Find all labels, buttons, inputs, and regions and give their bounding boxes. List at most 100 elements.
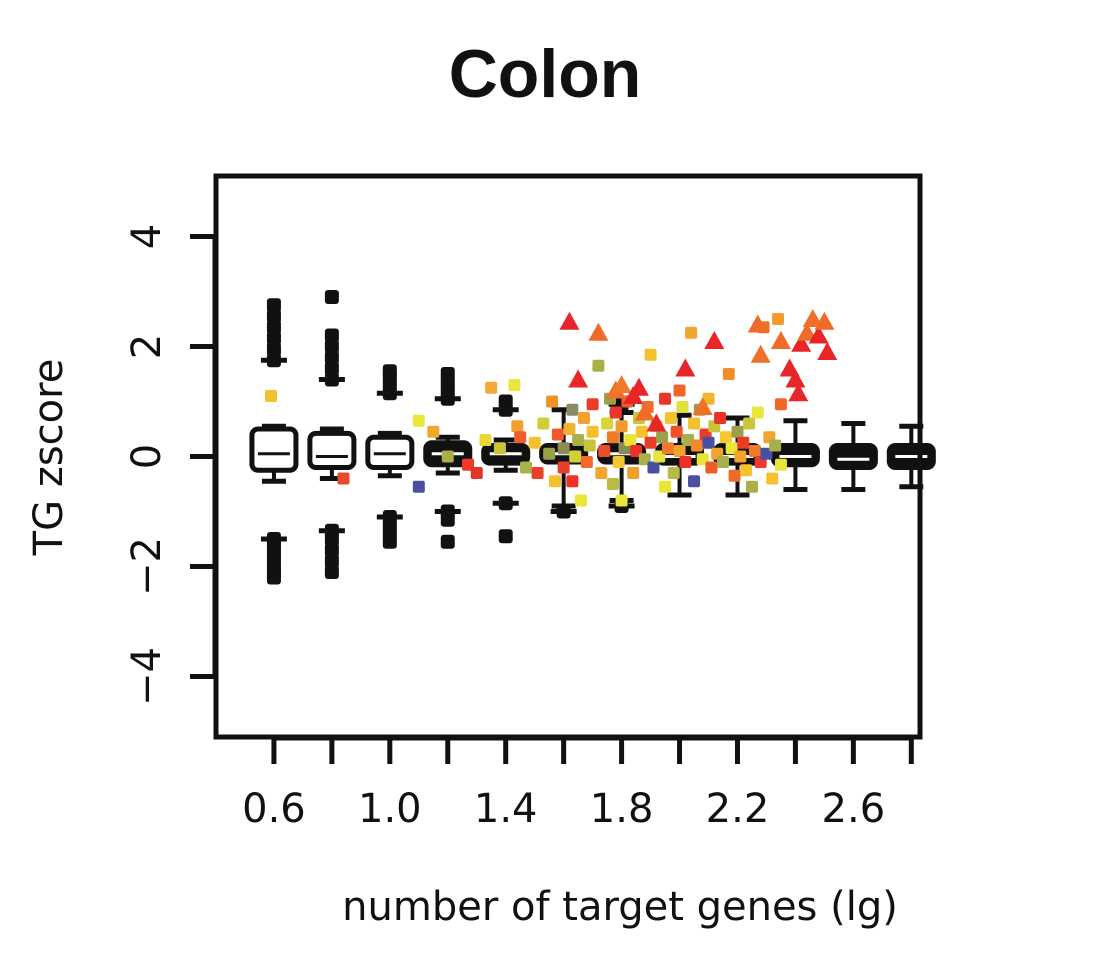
data-point	[528, 436, 541, 449]
data-point	[609, 406, 622, 419]
outlier-point	[324, 532, 339, 546]
data-point	[702, 392, 715, 405]
data-point	[760, 447, 773, 460]
data-point	[719, 431, 732, 444]
data-point-triangle	[770, 331, 791, 349]
box	[249, 426, 299, 473]
data-point	[412, 480, 425, 493]
data-point	[751, 406, 764, 419]
data-point	[653, 450, 666, 463]
x-tick-label: 1.0	[358, 786, 422, 832]
data-point	[557, 442, 570, 455]
data-point	[688, 475, 701, 488]
outlier-point	[382, 364, 397, 379]
data-point	[412, 414, 425, 427]
data-point	[583, 439, 596, 452]
data-point	[612, 456, 625, 468]
data-point	[673, 384, 686, 397]
outlier-point	[266, 309, 281, 324]
data-point	[673, 445, 686, 457]
data-point	[714, 412, 727, 424]
y-tick-label: 0	[124, 444, 170, 469]
data-point	[766, 472, 779, 485]
outlier-point	[324, 565, 339, 579]
data-point	[514, 431, 527, 444]
data-point	[493, 442, 506, 455]
data-point-triangle	[814, 311, 835, 330]
y-tick-label: 2	[124, 334, 170, 359]
data-point	[670, 425, 683, 438]
data-point	[685, 326, 698, 339]
data-point	[644, 348, 657, 361]
y-axis-label: TG zscore	[26, 359, 72, 557]
data-point	[601, 417, 614, 430]
data-point	[441, 450, 454, 463]
data-point	[734, 450, 747, 463]
outlier-point	[498, 529, 513, 544]
data-point	[551, 428, 564, 441]
data-point	[519, 461, 532, 474]
x-tick-label: 1.4	[474, 786, 538, 832]
data-point	[548, 475, 561, 488]
outlier-point	[440, 367, 455, 381]
data-point	[774, 458, 787, 471]
data-point	[462, 458, 475, 471]
chart-title: Colon	[449, 36, 642, 112]
data-point	[606, 431, 619, 444]
data-point	[470, 467, 483, 479]
outlier-point	[324, 554, 339, 568]
chart-marks	[249, 290, 936, 585]
y-axis: −4 −2 0 2 4	[124, 224, 218, 706]
x-tick-label: 2.6	[822, 786, 886, 832]
data-point	[586, 425, 599, 438]
data-point	[580, 456, 593, 468]
data-point	[725, 442, 738, 455]
data-point	[696, 453, 709, 466]
data-point	[265, 390, 278, 402]
data-point-triangle	[788, 383, 809, 402]
data-point	[557, 461, 570, 474]
data-point	[638, 453, 651, 466]
data-point	[644, 436, 657, 449]
data-point	[627, 467, 640, 479]
data-point	[659, 480, 672, 493]
data-point-triangle	[568, 369, 589, 388]
data-point	[615, 494, 628, 507]
data-point	[569, 450, 582, 463]
data-point-triangle	[628, 377, 649, 396]
boxplot-2	[365, 364, 415, 549]
data-point	[337, 472, 350, 485]
data-point	[676, 401, 689, 413]
data-point	[664, 412, 677, 424]
data-point-triangle	[559, 311, 580, 330]
data-point-triangle	[791, 333, 812, 352]
data-point-triangle	[634, 402, 655, 421]
boxplot-0	[249, 298, 299, 585]
data-point-triangle	[750, 344, 771, 363]
y-tick-label: −4	[124, 647, 170, 706]
data-point-triangle	[704, 331, 725, 349]
data-point	[745, 480, 758, 493]
data-point	[577, 412, 590, 424]
x-axis-label: number of target genes (lg)	[342, 884, 898, 930]
box	[307, 430, 357, 470]
data-point-triangle	[675, 358, 696, 377]
data-point-triangle	[817, 342, 838, 360]
data-point	[740, 464, 753, 477]
outlier-point	[382, 534, 397, 549]
y-tick-label: 4	[124, 224, 170, 249]
data-point	[624, 434, 637, 446]
data-point	[656, 431, 669, 444]
data-point	[635, 425, 648, 438]
outlier-point	[324, 543, 339, 557]
data-point	[595, 467, 608, 479]
outlier-point	[266, 331, 281, 346]
data-point-triangle	[611, 375, 632, 393]
data-point	[485, 381, 498, 394]
data-point	[566, 403, 579, 416]
data-point-triangle	[747, 314, 768, 333]
boxplot-1	[307, 290, 357, 579]
x-tick-label: 2.2	[706, 786, 770, 832]
box	[828, 443, 878, 470]
